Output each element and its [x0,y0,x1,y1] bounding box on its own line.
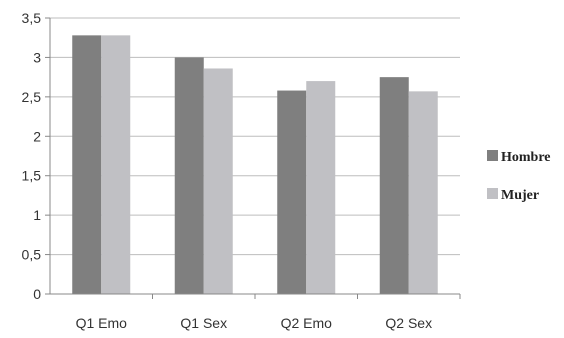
y-tick-label: 3 [33,49,41,65]
y-tick-label: 2 [33,128,41,144]
y-tick-label: 3,5 [22,10,42,26]
axes [49,18,461,299]
bar-mujer-1 [101,35,131,294]
y-tick-label: 1 [33,207,41,223]
legend: Hombre Mujer [487,150,551,203]
y-tick-label: 0 [33,286,41,302]
bar-mujer-2 [203,68,233,295]
y-tick-labels: 0 0,5 1 1,5 2 2,5 3 3,5 [22,10,42,302]
legend-label-mujer: Mujer [501,188,539,203]
y-tick-label: 2,5 [22,89,42,105]
bar-mujer-3 [306,81,336,294]
x-tick-label: Q1 Sex [180,315,227,331]
bar-hombre-1 [72,35,102,294]
x-tick-label: Q2 Sex [385,315,432,331]
bar-hombre-2 [174,57,204,294]
bars [72,35,438,295]
legend-swatch-hombre [487,150,498,161]
y-tick-label: 0,5 [22,247,42,263]
x-tick-labels: Q1 Emo Q1 Sex Q2 Emo Q2 Sex [76,315,433,331]
bar-mujer-4 [408,91,438,294]
y-tick-label: 1,5 [22,168,42,184]
x-tick-label: Q1 Emo [76,315,128,331]
legend-swatch-mujer [487,188,498,199]
bar-hombre-3 [277,90,307,294]
legend-label-hombre: Hombre [501,150,551,165]
x-tick-label: Q2 Emo [281,315,333,331]
bar-hombre-4 [379,77,409,295]
